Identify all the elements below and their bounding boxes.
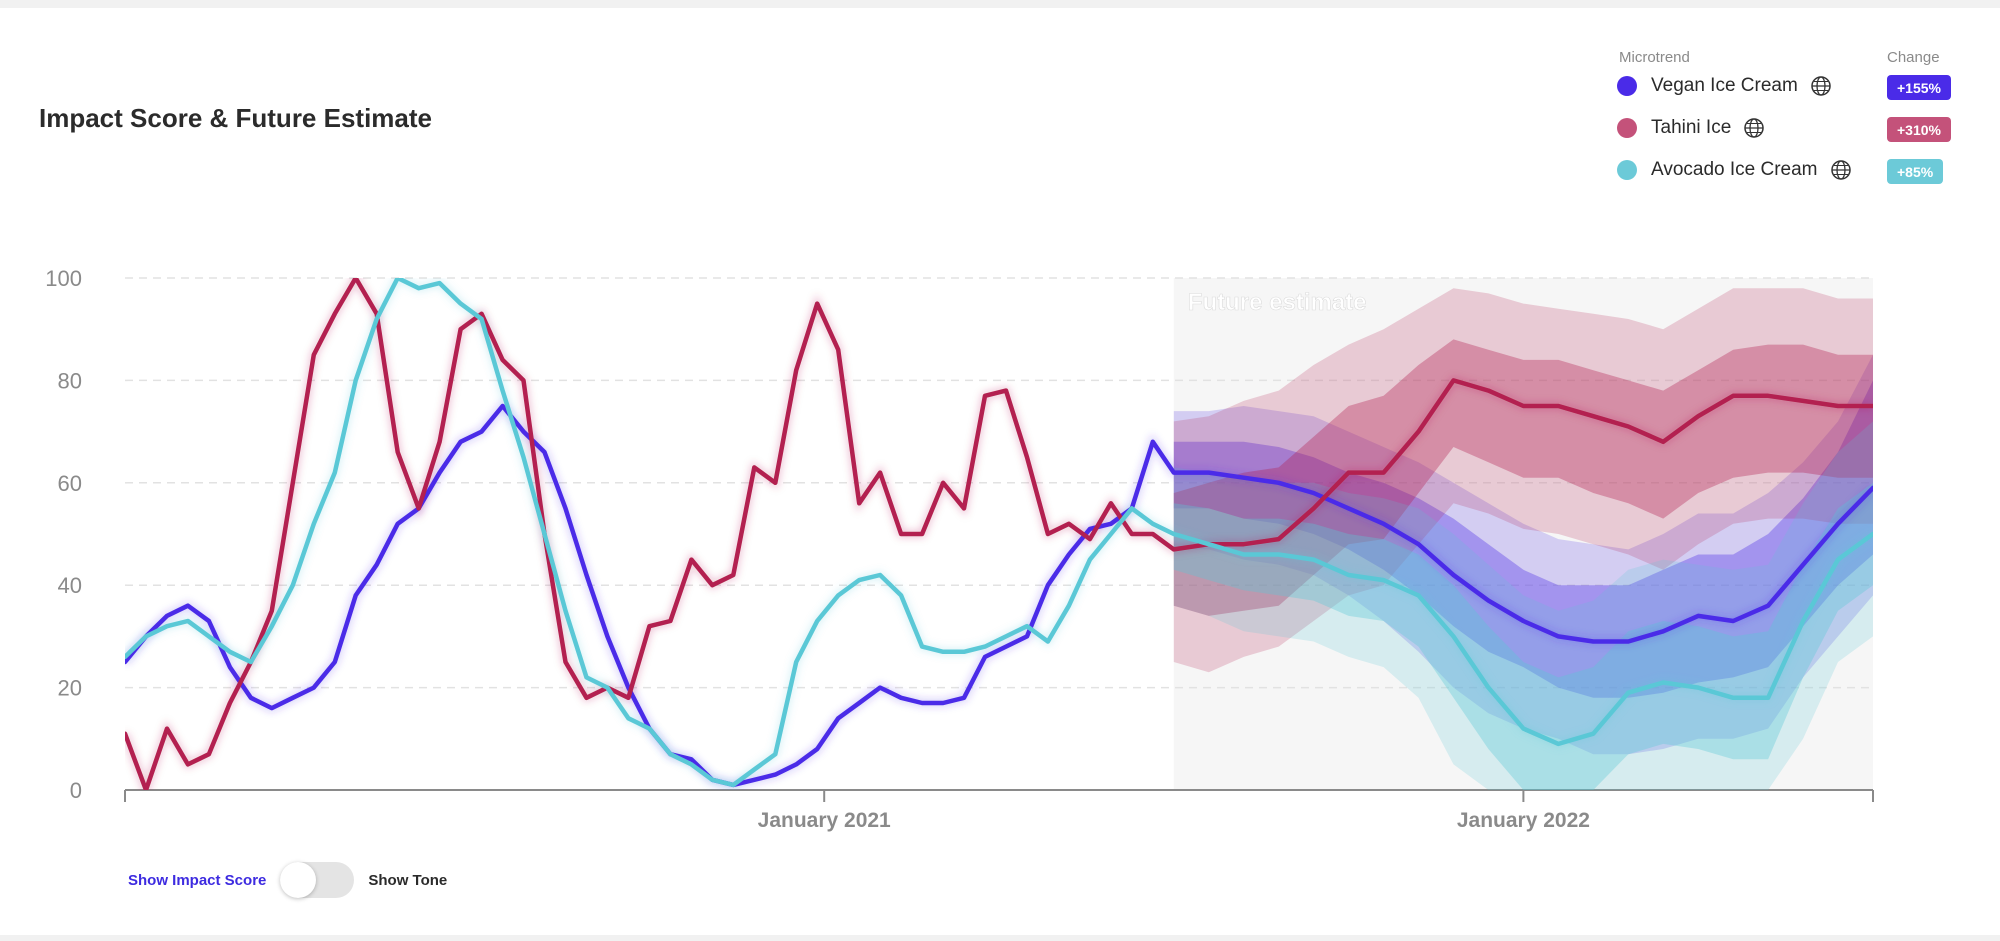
x-tick-label: January 2022 (1457, 809, 1590, 832)
outer-band-vegan-ice-cream (1173, 354, 1873, 755)
y-tick-label: 100 (45, 266, 82, 291)
legend-label: Vegan Ice Cream (1651, 75, 1798, 96)
legend-dot (1617, 160, 1637, 180)
forecast-label: Future estimate (1188, 289, 1367, 316)
legend-microtrend-header: Microtrend (1619, 49, 1690, 66)
legend-dot (1617, 118, 1637, 138)
series-line-avocado-ice-cream (125, 278, 1873, 788)
globe-icon[interactable] (1743, 117, 1765, 139)
legend-item-vegan-ice-cream[interactable]: Vegan Ice Cream (1617, 71, 1832, 101)
inner-band-avocado-ice-cream (1173, 482, 1873, 790)
change-badge-tahini: +310% (1887, 117, 1951, 142)
y-tick-label: 80 (58, 368, 82, 393)
y-tick-label: 0 (70, 778, 82, 803)
y-tick-label: 60 (58, 471, 82, 496)
y-tick-label: 40 (58, 573, 82, 598)
legend-dot (1617, 76, 1637, 96)
series-line-vegan-ice-cream (125, 403, 1873, 788)
impact-score-chart: 0 20 40 60 80 100 January 2021 January 2022 Futu… (45, 266, 1874, 832)
change-badge-avocado: +85% (1887, 159, 1944, 184)
legend-label: Tahini Ice (1651, 117, 1732, 138)
score-tone-toggle-group: Show Impact Score Show Tone (128, 862, 447, 898)
switch-knob[interactable] (280, 862, 317, 898)
legend-item-tahini-ice[interactable]: Tahini Ice (1617, 113, 1765, 143)
legend-change-header: Change (1887, 49, 1940, 66)
globe-icon[interactable] (1830, 159, 1852, 181)
globe-icon[interactable] (1810, 75, 1832, 97)
chart-title: Impact Score & Future Estimate (39, 103, 432, 133)
x-tick-label: January 2021 (758, 809, 891, 832)
change-badge-vegan: +155% (1887, 75, 1951, 100)
outer-band-avocado-ice-cream (1173, 421, 1873, 790)
impact-tone-switch[interactable] (280, 862, 355, 898)
show-tone-label[interactable]: Show Tone (368, 871, 448, 889)
legend-label: Avocado Ice Cream (1651, 159, 1818, 180)
forecast-region (1173, 278, 1873, 790)
inner-band-tahini-ice (1173, 339, 1873, 616)
legend-item-avocado-ice-cream[interactable]: Avocado Ice Cream (1617, 155, 1852, 185)
series-line-tahini-ice (125, 278, 1873, 790)
y-tick-label: 20 (58, 676, 82, 701)
show-impact-score-label[interactable]: Show Impact Score (128, 871, 267, 889)
